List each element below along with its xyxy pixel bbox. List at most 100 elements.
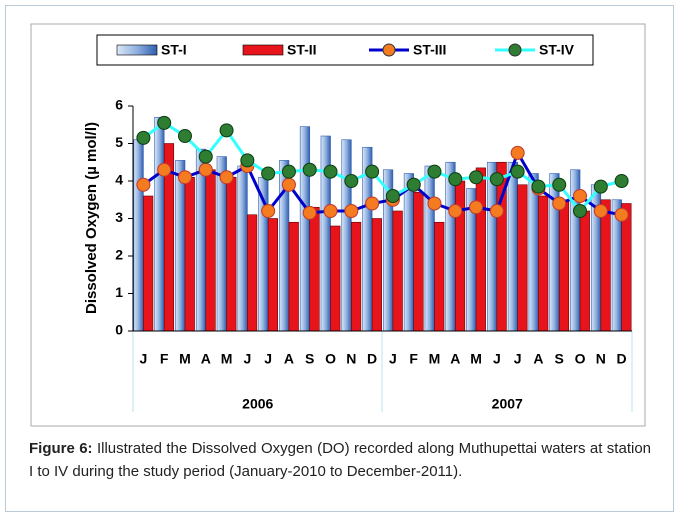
- marker: [136, 177, 151, 192]
- bar: [226, 176, 237, 332]
- bar: [403, 173, 414, 332]
- marker: [427, 196, 442, 211]
- x-tick-label: J: [493, 351, 501, 367]
- marker: [219, 123, 234, 138]
- bar: [143, 195, 154, 332]
- marker: [448, 204, 463, 218]
- legend-swatch: [242, 44, 284, 56]
- marker: [198, 162, 213, 177]
- bar: [351, 221, 362, 332]
- marker: [177, 129, 192, 143]
- marker: [552, 177, 567, 192]
- legend-label: ST-II: [287, 42, 317, 58]
- marker: [219, 170, 234, 185]
- x-tick-label: J: [264, 351, 272, 367]
- x-tick-label: J: [243, 351, 251, 367]
- x-tick-label: S: [305, 351, 314, 367]
- y-tick-label: 6: [115, 97, 123, 113]
- marker: [344, 204, 359, 218]
- bar: [558, 199, 570, 332]
- bar: [413, 191, 424, 332]
- marker: [240, 153, 255, 168]
- x-tick-label: D: [367, 351, 377, 367]
- marker: [531, 179, 546, 194]
- marker: [136, 130, 151, 145]
- marker: [323, 164, 338, 179]
- x-tick-label: M: [179, 351, 191, 367]
- year-label: 2007: [492, 396, 523, 412]
- y-tick-label: 4: [115, 172, 123, 188]
- bar: [528, 173, 539, 332]
- caption: Figure 6: Illustrated the Dissolved Oxyg…: [29, 437, 651, 483]
- marker: [614, 207, 629, 222]
- bar: [309, 206, 320, 332]
- marker: [157, 162, 172, 177]
- legend-label: ST-I: [161, 42, 187, 58]
- bar: [445, 161, 456, 332]
- bar: [247, 214, 258, 332]
- bar: [288, 221, 299, 332]
- x-tick-label: F: [409, 351, 418, 367]
- marker: [593, 204, 608, 218]
- bar: [330, 225, 341, 332]
- x-tick-label: O: [575, 351, 586, 367]
- bar: [621, 203, 632, 332]
- bar: [184, 176, 195, 332]
- marker: [469, 170, 484, 185]
- y-tick-label: 3: [115, 209, 123, 225]
- marker: [344, 174, 359, 188]
- marker: [385, 189, 400, 203]
- caption-label: Figure 6:: [29, 440, 93, 457]
- bar: [600, 199, 611, 332]
- x-tick-label: A: [284, 351, 294, 367]
- marker: [573, 189, 588, 203]
- bar: [299, 126, 311, 332]
- bar: [475, 167, 486, 332]
- bar: [517, 184, 528, 332]
- legend-marker: [382, 43, 396, 57]
- bar: [454, 180, 466, 332]
- marker: [281, 177, 296, 192]
- marker: [510, 145, 525, 160]
- bar: [237, 165, 248, 332]
- x-tick-label: M: [429, 351, 441, 367]
- y-axis-label: Dissolved Oxygen (µ mol/l): [83, 122, 100, 314]
- bar: [434, 221, 445, 332]
- marker: [593, 179, 608, 194]
- x-tick-label: A: [533, 351, 543, 367]
- legend-label: ST-III: [413, 42, 446, 58]
- bar: [205, 169, 216, 332]
- marker: [552, 196, 567, 211]
- figure-frame: [5, 5, 674, 512]
- marker: [469, 200, 484, 215]
- marker: [323, 204, 338, 218]
- x-tick-label: N: [596, 351, 606, 367]
- y-tick-label: 2: [115, 247, 123, 263]
- marker: [261, 204, 276, 218]
- y-tick-label: 1: [115, 284, 123, 300]
- marker: [573, 204, 588, 218]
- x-tick-label: N: [346, 351, 356, 367]
- marker: [614, 174, 629, 188]
- marker: [489, 204, 504, 218]
- marker: [489, 172, 504, 187]
- y-tick-label: 5: [115, 134, 123, 150]
- x-tick-label: A: [201, 351, 211, 367]
- legend-swatch: [116, 44, 158, 56]
- x-tick-label: M: [221, 351, 233, 367]
- bar: [267, 218, 279, 332]
- year-label: 2006: [242, 396, 273, 412]
- marker: [302, 205, 317, 220]
- x-tick-label: J: [389, 351, 397, 367]
- bar: [579, 210, 590, 332]
- marker: [177, 170, 192, 185]
- bar: [154, 116, 165, 332]
- x-tick-label: J: [514, 351, 522, 367]
- bar: [486, 161, 498, 332]
- bar: [392, 210, 403, 332]
- legend-label: ST-IV: [539, 42, 575, 58]
- marker: [427, 164, 442, 179]
- x-tick-label: D: [617, 351, 627, 367]
- marker: [365, 196, 380, 211]
- caption-text: Illustrated the Dissolved Oxygen (DO) re…: [29, 440, 652, 480]
